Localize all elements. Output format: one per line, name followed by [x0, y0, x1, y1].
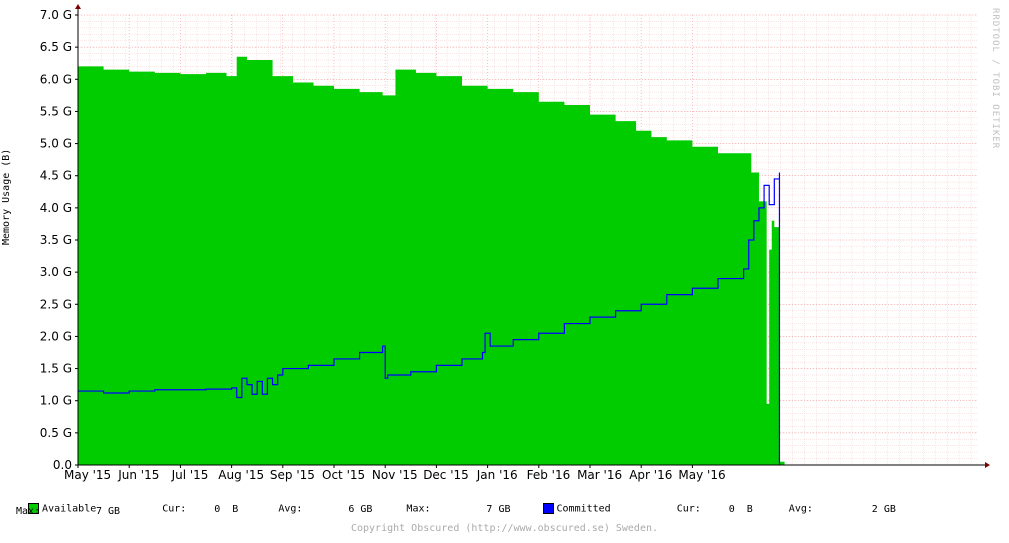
x-tick-label: Dec '15 — [423, 468, 469, 482]
y-tick-label: 0.5 G — [40, 426, 72, 440]
committed-series-line — [78, 172, 781, 465]
y-tick-label: 5.0 G — [40, 137, 72, 151]
available-area — [78, 56, 785, 466]
available-swatch-icon — [28, 503, 40, 514]
x-tick-label: May '15 — [64, 468, 111, 482]
y-tick-label: 1.0 G — [40, 394, 72, 408]
legend-row-1: Available Cur: 0 B Avg: 6 GB Max: 7 GB Committe… — [16, 492, 896, 515]
legend-committed-avg: 2 GB — [871, 503, 896, 515]
legend-available-max: 7 GB — [486, 503, 511, 515]
rrdtool-watermark: RRDTOOL / TOBI OETIKER — [990, 8, 1000, 150]
legend-committed-cur-label: Cur: — [676, 503, 701, 515]
y-tick-label: 0.0 — [53, 458, 72, 472]
x-tick-label: Jul '15 — [171, 468, 209, 482]
legend-available-cur: 0 B — [214, 503, 239, 515]
x-tick-label: Sep '15 — [270, 468, 315, 482]
x-tick-label: Mar '16 — [577, 468, 622, 482]
x-tick-label: Jan '16 — [476, 468, 518, 482]
y-tick-label: 4.5 G — [40, 169, 72, 183]
x-tick-label: Apr '16 — [629, 468, 672, 482]
x-tick-label: Nov '15 — [372, 468, 418, 482]
x-tick-label: Oct '15 — [322, 468, 365, 482]
committed-line — [78, 172, 781, 465]
y-tick-label: 3.0 G — [40, 265, 72, 279]
y-axis-label: Memory Usage (B) — [1, 148, 12, 245]
legend-available-cur-label: Cur: — [162, 503, 187, 515]
available-series-area — [78, 56, 785, 466]
y-tick-label: 6.0 G — [40, 72, 72, 86]
x-tick-label: Aug '15 — [218, 468, 264, 482]
x-tick-label: May '16 — [678, 468, 725, 482]
legend-available-max-label: Max: — [406, 503, 431, 515]
committed-swatch-icon — [542, 503, 554, 514]
x-tick-label: Jun '15 — [117, 468, 159, 482]
x-tick-labels: May '15 Jun '15 Jul '15 Aug '15 Sep '15 Oct '… — [64, 465, 726, 482]
y-tick-label: 7.0 G — [40, 8, 72, 22]
axes — [75, 4, 990, 468]
legend-committed-name: Committed — [556, 503, 611, 515]
legend-available-avg-label: Avg: — [278, 503, 303, 515]
y-tick-labels: 0.0 0.5 G 1.0 G 1.5 G 2.0 G 2.5 G 3.0 G 3.5 G 4.… — [40, 8, 78, 472]
y-tick-label: 3.5 G — [40, 233, 72, 247]
copyright-text: Copyright Obscured (http://www.obscured.… — [350, 523, 659, 534]
legend-available-avg: 6 GB — [348, 503, 373, 515]
legend-committed-cur: 0 B — [728, 503, 753, 515]
legend-committed-max-label: Max: — [16, 506, 41, 517]
y-tick-label: 4.0 G — [40, 201, 72, 215]
y-tick-label: 2.0 G — [40, 329, 72, 343]
legend-committed-avg-label: Avg: — [788, 503, 813, 515]
x-axis-arrow-icon — [985, 462, 990, 468]
y-tick-label: 2.5 G — [40, 297, 72, 311]
y-axis-arrow-icon — [75, 4, 81, 9]
legend-available-name: Available — [42, 503, 97, 515]
legend-committed-max: 7 GB — [96, 506, 121, 517]
legend-row-2: Max: 7 GB — [16, 506, 120, 517]
x-tick-label: Feb '16 — [527, 468, 571, 482]
y-tick-label: 6.5 G — [40, 40, 72, 54]
y-tick-label: 5.5 G — [40, 104, 72, 118]
y-tick-label: 1.5 G — [40, 362, 72, 376]
